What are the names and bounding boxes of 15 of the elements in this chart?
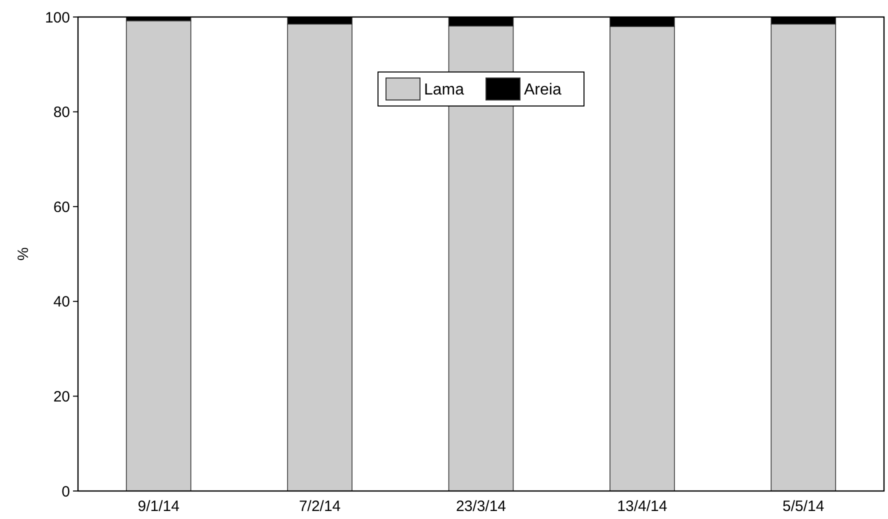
y-tick-label: 20: [53, 388, 70, 406]
y-tick-label: 100: [44, 9, 70, 26]
y-tick-label: 0: [62, 483, 70, 500]
y-tick-label: 80: [53, 104, 70, 122]
x-tick-label: 5/5/14: [782, 498, 824, 515]
legend-label: Areia: [524, 82, 562, 99]
x-tick-label: 13/4/14: [617, 498, 668, 515]
x-tick-label: 23/3/14: [456, 498, 506, 515]
y-tick-label: 40: [53, 294, 70, 311]
x-tick-label: 7/2/14: [298, 498, 341, 515]
y-tick-label: 60: [53, 198, 70, 216]
y-axis-title: %: [15, 247, 32, 261]
legend-label: Lama: [424, 82, 464, 99]
bar: [126, 20, 192, 492]
x-tick-label: 9/1/14: [138, 498, 180, 515]
